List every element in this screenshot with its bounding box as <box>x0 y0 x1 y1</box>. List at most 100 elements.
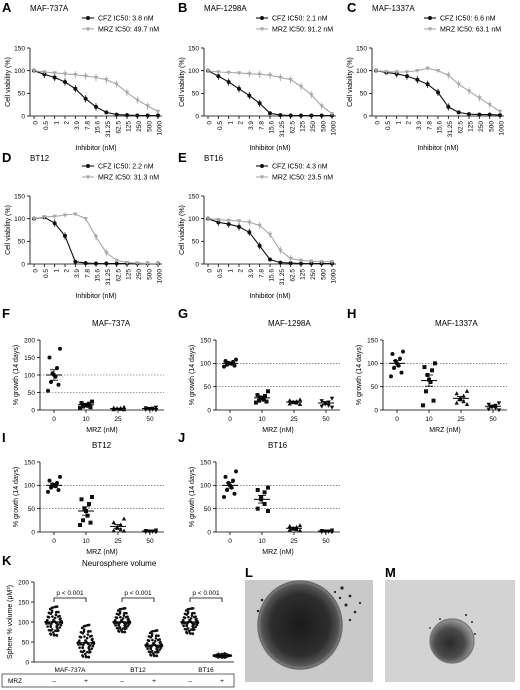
data-point <box>124 261 130 266</box>
data-point <box>79 630 83 634</box>
x-tick-label: 7.8 <box>84 121 91 130</box>
series-cfz: CFZ IC50: 3.8 nM <box>32 16 160 118</box>
data-point <box>46 625 49 628</box>
data-point <box>93 75 99 80</box>
x-axis-label: Inhibitor (nM) <box>249 293 290 300</box>
data-point <box>255 488 260 492</box>
data-point <box>247 72 252 77</box>
x-tick-label: 25 <box>290 416 298 423</box>
data-point <box>278 248 283 253</box>
x-tick-label: 0.5 <box>217 269 224 278</box>
legend-label: MRZ IC50: 23.5 nM <box>272 175 333 182</box>
data-point <box>52 221 57 226</box>
data-point <box>236 219 242 224</box>
neurosphere-group <box>44 605 64 637</box>
neurosphere-group <box>112 606 132 634</box>
data-point <box>446 104 451 109</box>
legend-marker <box>427 27 433 32</box>
data-point <box>53 374 58 379</box>
data-point <box>111 528 116 533</box>
data-point <box>94 104 98 109</box>
legend-marker <box>260 16 264 20</box>
y-tick-label: 150 <box>200 337 211 344</box>
data-point <box>287 401 292 406</box>
data-point <box>84 639 87 642</box>
x-tick-label: 1 <box>53 269 60 273</box>
x-axis-label: Inhibitor (nM) <box>417 145 458 152</box>
data-point <box>433 361 437 366</box>
group-50 <box>142 405 159 413</box>
x-tick-label: 31.25 <box>105 121 112 138</box>
data-point <box>421 403 425 408</box>
data-point <box>121 617 125 620</box>
x-axis-label: Inhibitor (nM) <box>75 145 116 152</box>
data-point <box>264 399 269 404</box>
series-mrz: MRZ IC50: 31.3 nM <box>31 175 161 266</box>
data-point <box>83 217 88 222</box>
data-point <box>51 615 54 618</box>
series-line <box>207 218 332 265</box>
data-point <box>152 641 155 645</box>
x-tick-label: 0 <box>207 269 214 273</box>
y-tick-label: 50 <box>28 390 36 397</box>
data-point <box>83 624 87 628</box>
x-tick-label: 31.25 <box>279 269 286 286</box>
data-point <box>146 638 150 642</box>
x-tick-label: 2 <box>238 121 245 125</box>
x-tick-label: 7.8 <box>426 121 433 130</box>
group-50 <box>318 396 335 410</box>
data-point <box>151 629 155 633</box>
data-point <box>183 627 187 631</box>
axis-lines <box>203 48 336 117</box>
x-tick-label: 250 <box>136 121 143 132</box>
data-point <box>121 630 124 634</box>
data-point <box>83 96 88 101</box>
group-25 <box>453 388 470 406</box>
data-point <box>50 609 54 612</box>
data-point <box>146 647 149 651</box>
significance-bracket <box>121 597 155 602</box>
data-point <box>189 628 193 631</box>
data-point <box>123 630 127 634</box>
y-tick-label: 150 <box>367 337 378 344</box>
micrograph-m <box>385 580 515 682</box>
data-point <box>104 251 109 256</box>
data-point <box>114 112 119 117</box>
data-point <box>430 368 434 373</box>
data-point <box>46 489 50 494</box>
data-point <box>187 607 191 611</box>
y-tick-label: 0 <box>31 407 35 414</box>
data-point <box>498 113 502 118</box>
panel-label-f: F <box>2 306 10 321</box>
data-point <box>52 214 57 219</box>
data-point <box>56 382 61 387</box>
data-point <box>45 618 49 622</box>
panel-label-k: K <box>2 553 12 568</box>
panel-title: MAF-1337A <box>372 4 415 13</box>
x-tick-label: 10 <box>258 416 266 423</box>
data-point <box>124 90 130 95</box>
data-point <box>297 402 303 406</box>
data-point <box>147 650 151 654</box>
legend-label: CFZ IC50: 2.1 nM <box>272 16 328 23</box>
group-10 <box>254 485 270 513</box>
data-point <box>309 113 314 118</box>
x-tick-label: 25 <box>114 538 122 545</box>
data-point <box>467 112 471 117</box>
data-point <box>195 623 199 626</box>
data-point <box>121 528 127 533</box>
neurosphere-group <box>144 629 164 658</box>
data-point <box>90 647 94 651</box>
data-point <box>216 70 221 75</box>
y-tick-label: 100 <box>14 68 25 75</box>
data-point <box>47 611 51 615</box>
data-point <box>262 502 267 506</box>
data-point <box>122 614 126 617</box>
data-point <box>62 72 68 77</box>
x-tick-label: 1 <box>53 121 60 125</box>
data-point <box>189 617 193 620</box>
y-axis-label: Cell viability (%) <box>179 205 186 255</box>
data-point <box>58 346 62 351</box>
data-point <box>86 633 90 636</box>
data-point <box>78 523 82 527</box>
